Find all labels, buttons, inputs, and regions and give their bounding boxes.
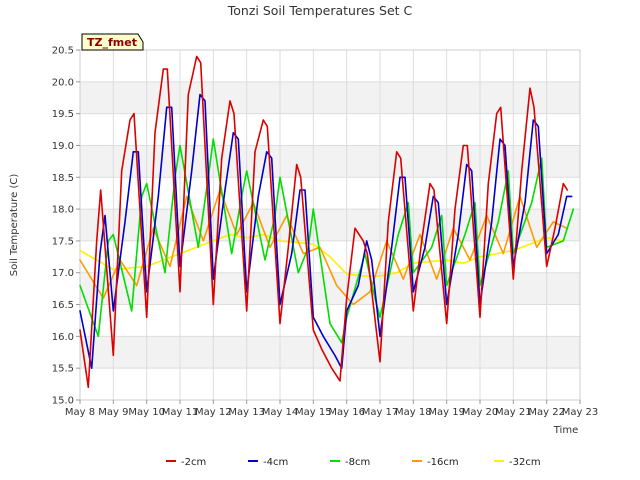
- y-tick-label: 20.0: [52, 77, 74, 88]
- x-tick-label: May 21: [495, 407, 532, 418]
- y-tick-label: 17.0: [52, 268, 74, 279]
- plot-band: [80, 336, 580, 369]
- x-tick-label: May 15: [295, 407, 332, 418]
- series-line-8cmcm: [79, 138, 575, 344]
- y-tick-label: 16.5: [52, 300, 74, 311]
- y-tick-label: 19.5: [52, 109, 74, 120]
- x-tick-label: May 18: [395, 407, 432, 418]
- legend-label: -32cm: [509, 457, 541, 468]
- x-tick-label: May 14: [262, 407, 299, 418]
- y-tick-label: 16.0: [52, 332, 74, 343]
- series-line-32cmcm: [79, 233, 565, 277]
- legend: -2cm -4cm -8cm -16cm -32cm: [166, 457, 541, 468]
- plot-band: [80, 368, 580, 400]
- y-tick-label: 20.5: [52, 46, 74, 57]
- site-badge-label: TZ_fmet: [87, 36, 137, 49]
- x-tick-label: May 8: [65, 407, 95, 418]
- y-tick-label: 19.0: [52, 141, 74, 152]
- series-line-4cmcm: [79, 93, 573, 370]
- legend-label: -16cm: [427, 457, 459, 468]
- series-line-2cmcm: [79, 55, 569, 389]
- plot-band: [80, 81, 580, 114]
- y-axis: 15.0 15.5 16.0 16.5 17.0 17.5 18.0 18.5 19.0 19.5…: [52, 46, 80, 407]
- chart-title: Tonzi Soil Temperatures Set C: [227, 3, 413, 18]
- y-tick-label: 15.5: [52, 364, 74, 375]
- plot-band: [80, 50, 580, 82]
- site-badge-box: [81, 33, 144, 51]
- series-lines: [79, 55, 575, 389]
- plot-bands: [80, 50, 580, 400]
- grid: [79, 49, 581, 401]
- y-tick-label: 15.0: [52, 396, 74, 407]
- x-axis-title: Time: [553, 425, 578, 436]
- x-tick-label: May 22: [528, 407, 565, 418]
- x-tick-label: May 20: [462, 407, 499, 418]
- x-tick-label: May 16: [328, 407, 365, 418]
- y-tick-label: 18.5: [52, 173, 74, 184]
- x-tick-label: May 19: [428, 407, 465, 418]
- x-tick-label: May 23: [562, 407, 599, 418]
- plot-frame: [79, 49, 581, 401]
- x-tick-label: May 11: [162, 407, 199, 418]
- legend-label: -8cm: [345, 457, 370, 468]
- plot-band: [80, 272, 580, 305]
- x-tick-label: May 17: [362, 407, 399, 418]
- y-tick-label: 17.5: [52, 236, 74, 247]
- y-tick-label: 18.0: [52, 205, 74, 216]
- plot-band: [80, 177, 580, 210]
- x-tick-label: May 10: [128, 407, 165, 418]
- x-tick-label: May 13: [228, 407, 265, 418]
- legend-label: -2cm: [181, 457, 206, 468]
- series-line-16cmcm: [79, 189, 568, 306]
- x-tick-label: May 12: [195, 407, 232, 418]
- y-axis-title: Soil Temperature (C): [9, 174, 20, 277]
- site-badge: TZ_fmet: [81, 33, 144, 51]
- legend-label: -4cm: [263, 457, 288, 468]
- x-tick-label: May 9: [98, 407, 128, 418]
